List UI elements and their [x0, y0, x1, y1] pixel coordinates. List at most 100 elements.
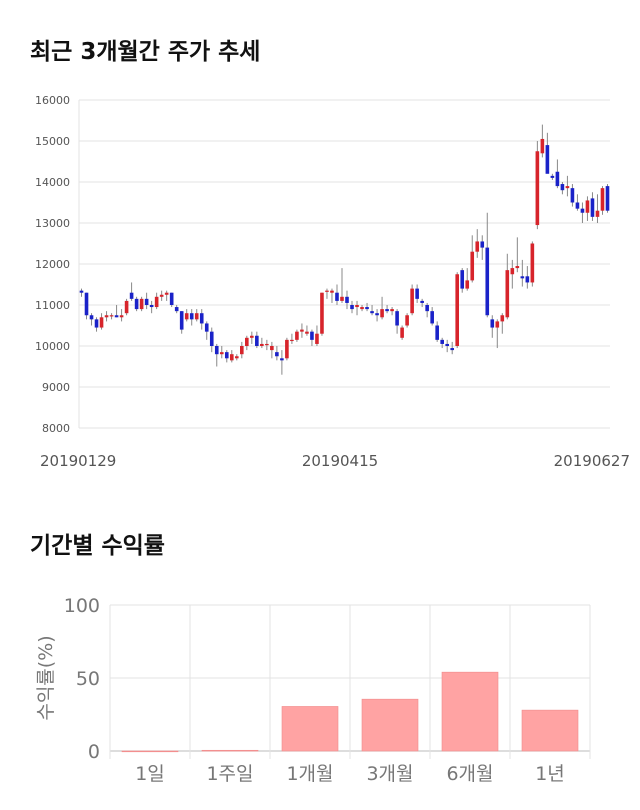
returns-y-tick-label: 100 [64, 595, 100, 617]
candle [585, 196, 590, 221]
price-y-tick-label: 13000 [35, 217, 70, 230]
returns-x-tick-label: 1개월 [286, 763, 333, 785]
candle-body-up [470, 251, 475, 281]
candle [159, 290, 164, 301]
candle-body-down [149, 305, 154, 308]
candle [590, 192, 595, 221]
candle-body-down [345, 296, 349, 303]
candle-body-down [570, 188, 575, 203]
candle-body-up [355, 305, 359, 308]
price-x-tick-label: 20190129 [40, 452, 116, 470]
candle-body-down [214, 346, 219, 355]
candle [445, 339, 449, 353]
price-chart-title: 최근 3개월간 주가 추세 [30, 39, 261, 65]
candle [525, 266, 530, 289]
candle-body-up [194, 313, 199, 320]
price-y-tick-label: 12000 [35, 258, 70, 271]
candle [214, 343, 219, 367]
candle-body-down [440, 339, 444, 344]
candle-body-down [94, 319, 99, 328]
candle-body-down [350, 305, 354, 310]
candle [425, 302, 429, 318]
candle [234, 354, 239, 361]
price-y-tick-label: 10000 [35, 340, 70, 353]
price-y-ticks: 8000 9000 10000 11000 12000 13000 14000 15000 16… [35, 94, 70, 435]
candle-body-up [535, 151, 540, 226]
price-x-tick-label: 20190627 [554, 452, 630, 470]
candle-body-down [134, 298, 139, 310]
candle-body-down [435, 325, 439, 340]
candle [350, 300, 354, 314]
candle [530, 241, 535, 287]
candle-body-up [305, 331, 309, 334]
candle [600, 186, 605, 215]
candle-body-up [234, 356, 239, 359]
candle-body-up [510, 268, 515, 275]
candle [300, 323, 304, 338]
returns-bar [281, 706, 339, 752]
candle-body-down [255, 335, 259, 346]
candle [219, 346, 224, 359]
price-y-tick-label: 15000 [35, 135, 70, 148]
candle [570, 184, 575, 207]
candle-body-down [275, 352, 279, 357]
candle [310, 329, 314, 346]
candle-body-down [560, 184, 565, 191]
candle [330, 288, 334, 303]
candle [410, 284, 414, 316]
candle-body-up [585, 200, 590, 213]
candle-body-up [229, 354, 234, 361]
candle-body-down [480, 241, 485, 248]
candle [270, 341, 274, 359]
candle-body-up [154, 296, 159, 308]
candle-body-down [415, 288, 419, 299]
candle-body-down [580, 208, 585, 213]
candle [480, 235, 485, 260]
candle-body-up [219, 352, 224, 355]
candle [595, 194, 600, 223]
candle [204, 321, 209, 340]
candle [194, 309, 199, 322]
candle [79, 288, 84, 297]
candle-body-down [555, 171, 560, 187]
candle [510, 259, 515, 289]
candle-body-up [325, 290, 329, 292]
candle [260, 337, 264, 349]
candle [375, 309, 379, 322]
price-candles [79, 124, 610, 375]
candle [370, 305, 374, 316]
candle [255, 331, 259, 349]
candle-body-up [340, 296, 344, 301]
candle-body-down [79, 290, 84, 293]
candle [149, 300, 154, 314]
candle-body-down [460, 270, 465, 289]
candle [440, 337, 444, 349]
candle [400, 325, 404, 340]
candle-body-down [450, 348, 455, 351]
candle-body-up [360, 307, 364, 310]
candle [275, 346, 279, 361]
candle [209, 327, 214, 353]
candle [565, 175, 570, 197]
candle [174, 305, 179, 314]
candle-body-up [540, 138, 545, 154]
candle-body-up [300, 329, 304, 332]
candle-body-up [245, 337, 249, 346]
candle [490, 315, 495, 338]
candle [465, 268, 470, 291]
candlestick-chart: 8000 9000 10000 11000 12000 13000 14000 15000 16… [35, 94, 630, 470]
returns-x-tick-label: 3개월 [366, 763, 413, 785]
candle-body-up [405, 315, 409, 326]
candle-body-up [184, 313, 189, 320]
candle [470, 235, 475, 283]
candle [280, 350, 284, 375]
candle [305, 325, 309, 336]
candle [119, 309, 124, 322]
candle-body-down [365, 307, 369, 310]
candle [450, 341, 455, 355]
candle-body-down [204, 323, 209, 332]
candle [265, 339, 269, 351]
returns-y-axis-label: 수익률(%) [35, 635, 57, 720]
candle-body-down [575, 202, 580, 209]
candle [500, 313, 505, 334]
